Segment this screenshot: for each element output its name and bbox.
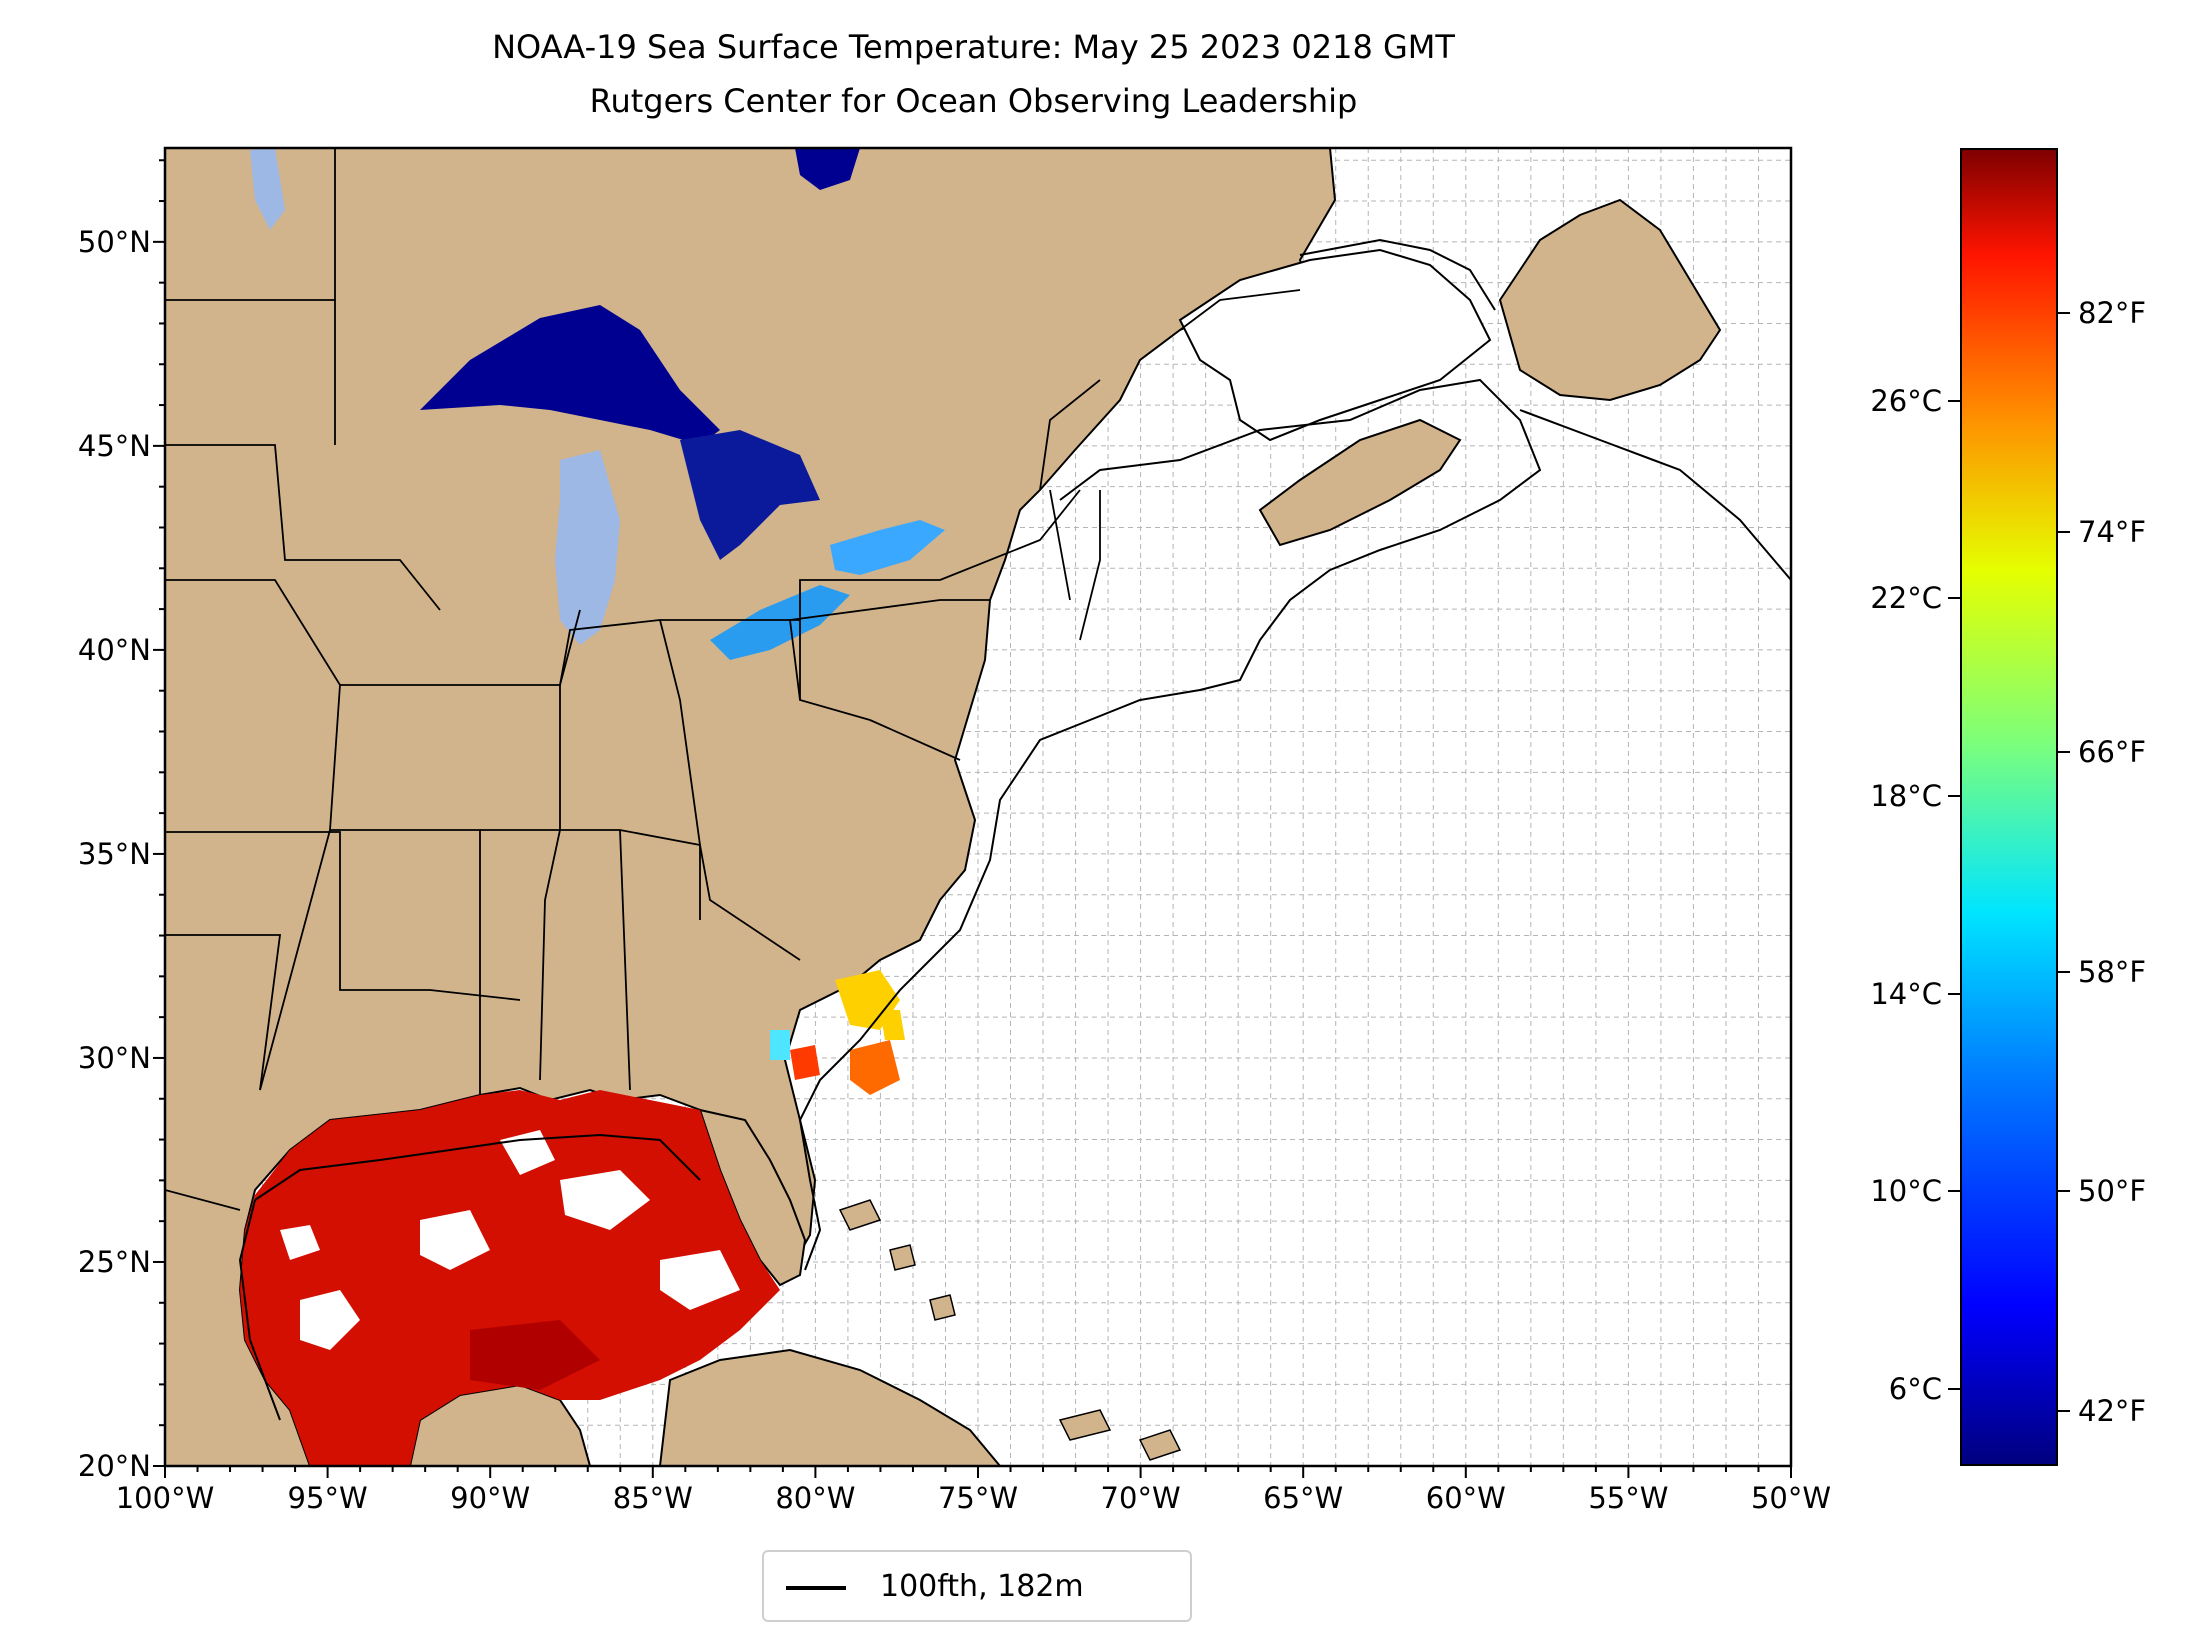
lon-tick-label: 90°W	[450, 1481, 531, 1515]
lake-winnipeg	[250, 148, 285, 230]
sst-southeast-coast	[770, 970, 905, 1095]
state-borders	[165, 148, 1301, 1211]
lon-tick-label: 65°W	[1263, 1481, 1344, 1515]
axis-ticks	[153, 159, 1792, 1478]
colorbar-celsius-label: 14°C	[1870, 976, 1942, 1011]
land-cuba	[658, 1348, 1002, 1466]
lat-tick-label: 20°N	[77, 1449, 151, 1483]
lake-michigan	[555, 450, 620, 645]
land-nova-scotia	[1258, 418, 1462, 547]
colorbar-celsius-label: 22°C	[1870, 581, 1942, 616]
colorbar-fahrenheit-label: 66°F	[2078, 735, 2147, 770]
lon-tick-label: 50°W	[1750, 1481, 1832, 1515]
colorbar-fahrenheit-tick	[2058, 970, 2070, 973]
colorbar-fahrenheit-tick	[2058, 751, 2070, 754]
colorbar	[1960, 148, 2058, 1466]
lon-tick-label: 70°W	[1100, 1481, 1181, 1515]
lon-tick-label: 100°W	[115, 1481, 215, 1515]
colorbar-fahrenheit-label: 58°F	[2078, 954, 2147, 989]
land-bahamas	[838, 1199, 1182, 1461]
colorbar-celsius-tick	[1948, 399, 1960, 402]
lon-tick-label: 95°W	[287, 1481, 368, 1515]
colorbar-celsius-label: 6°C	[1888, 1372, 1942, 1407]
colorbar-celsius-label: 18°C	[1870, 779, 1942, 814]
isobath-100fth	[238, 238, 1791, 1421]
chart-title: NOAA-19 Sea Surface Temperature: May 25 …	[492, 28, 1455, 66]
chart-subtitle: Rutgers Center for Ocean Observing Leade…	[589, 82, 1358, 120]
lon-tick-label: 85°W	[612, 1481, 693, 1515]
colorbar-celsius-tick	[1948, 1190, 1960, 1193]
colorbar-fahrenheit-label: 50°F	[2078, 1174, 2147, 1209]
colorbar-celsius-label: 10°C	[1870, 1174, 1942, 1209]
lat-tick-label: 45°N	[77, 428, 151, 463]
lat-tick-label: 35°N	[77, 836, 151, 871]
lake-erie	[710, 585, 850, 660]
lat-tick-label: 25°N	[77, 1244, 151, 1279]
lon-tick-label: 75°W	[937, 1481, 1019, 1515]
colorbar-celsius-tick	[1948, 597, 1960, 600]
colorbar-celsius-label: 26°C	[1870, 383, 1942, 418]
legend-line-swatch	[786, 1586, 846, 1590]
lon-tick-label: 55°W	[1588, 1481, 1669, 1515]
lake-huron	[680, 430, 820, 560]
colorbar-celsius-tick	[1948, 992, 1960, 995]
legend-label: 100fth, 182m	[880, 1569, 1084, 1604]
lake-ontario	[830, 520, 945, 575]
lon-tick-label: 80°W	[775, 1481, 856, 1515]
colorbar-celsius-tick	[1948, 1388, 1960, 1391]
colorbar-fahrenheit-label: 42°F	[2078, 1394, 2147, 1429]
lon-tick-label: 60°W	[1425, 1481, 1506, 1515]
colorbar-fahrenheit-label: 82°F	[2078, 295, 2147, 330]
lat-tick-label: 50°N	[77, 224, 151, 259]
land-newfoundland	[1498, 198, 1722, 402]
sst-gulf-of-mexico	[240, 1090, 780, 1466]
hudson-bay-edge	[795, 148, 860, 190]
colorbar-fahrenheit-tick	[2058, 311, 2070, 314]
lat-tick-label: 40°N	[77, 632, 151, 667]
lat-tick-label: 30°N	[77, 1040, 151, 1075]
legend: 100fth, 182m	[762, 1550, 1192, 1622]
colorbar-fahrenheit-tick	[2058, 1410, 2070, 1413]
colorbar-celsius-tick	[1948, 795, 1960, 798]
water-gulf-st-lawrence	[1178, 248, 1492, 442]
colorbar-fahrenheit-tick	[2058, 531, 2070, 534]
colorbar-fahrenheit-label: 74°F	[2078, 515, 2147, 550]
colorbar-fahrenheit-tick	[2058, 1190, 2070, 1193]
lake-superior	[420, 305, 720, 445]
